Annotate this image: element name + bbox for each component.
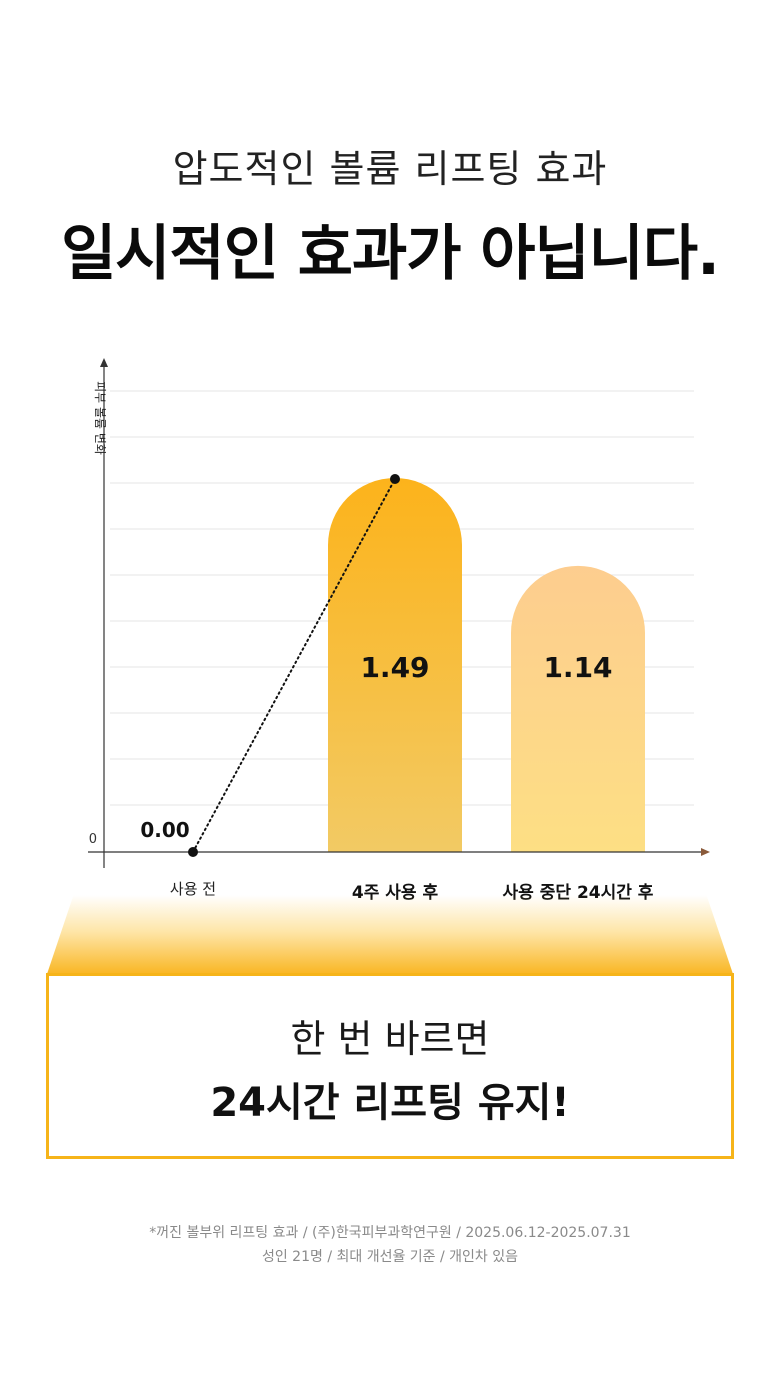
- page-title: 일시적인 효과가 아닙니다.: [61, 219, 720, 289]
- page-subtitle: 압도적인 볼륨 리프팅 효과: [172, 147, 608, 191]
- chart-connector: [188, 474, 400, 857]
- bar-2: [511, 565, 645, 852]
- data-point-1: [390, 474, 400, 485]
- chart-value-labels: 0.00 1.49 1.14: [140, 651, 612, 842]
- callout-box: [46, 973, 734, 1159]
- value-label-2: 1.14: [543, 651, 612, 684]
- footnote-line1: *꺼진 볼부위 리프팅 효과 / (주)한국피부과학연구원 / 2025.06.…: [149, 1225, 631, 1241]
- value-label-1: 1.49: [360, 651, 429, 684]
- callout-spotlight: [46, 895, 734, 977]
- callout-line2: 24시간 리프팅 유지!: [210, 1080, 570, 1126]
- chart-bars: [328, 478, 645, 852]
- y-axis-label: 피부 볼륨 변화: [93, 381, 107, 455]
- value-label-0: 0.00: [140, 818, 189, 842]
- bar-1: [328, 478, 462, 852]
- y-axis-arrow: [100, 358, 108, 367]
- callout-line1: 한 번 바르면: [290, 1017, 490, 1061]
- x-tick-label: 사용 전: [169, 880, 217, 898]
- x-axis-arrow: [701, 848, 710, 856]
- data-point-0: [188, 847, 198, 857]
- volume-chart: 0 피부 볼륨 변화 0.00 1.49 1.14: [88, 358, 710, 868]
- connector-line: [192, 478, 396, 853]
- footnote-line2: 성인 21명 / 최대 개선율 기준 / 개인차 있음: [261, 1249, 519, 1265]
- y-zero-label: 0: [89, 832, 97, 847]
